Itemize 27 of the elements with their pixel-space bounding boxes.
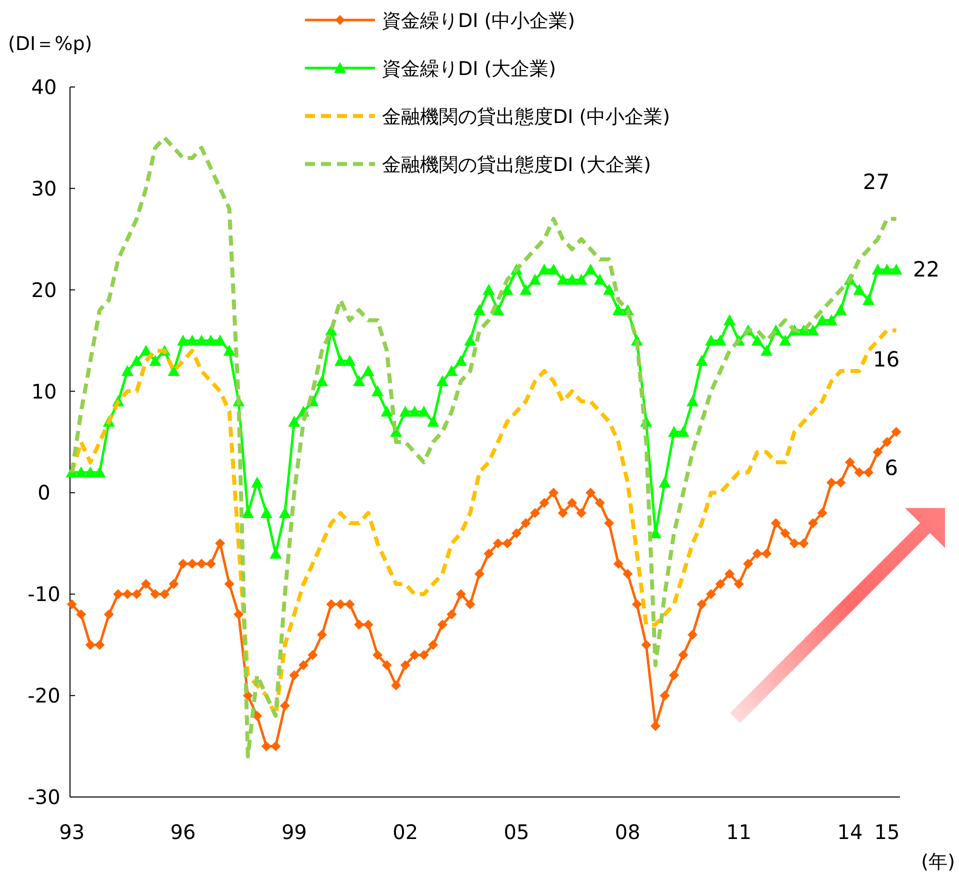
y-tick-label: -30	[28, 785, 60, 809]
x-tick-label: 93	[59, 820, 85, 844]
legend-label: 資金繰りDI (大企業)	[382, 58, 556, 80]
y-tick-label: 40	[31, 75, 57, 99]
legend-label: 金融機関の貸出態度DI (中小企業)	[382, 106, 670, 128]
x-tick-label: 11	[726, 820, 752, 844]
x-tick-label: 14	[837, 820, 863, 844]
y-tick-label: 20	[31, 278, 57, 302]
data-label: 27	[862, 170, 890, 194]
x-axis-title: (年)	[921, 851, 955, 873]
x-tick-label: 08	[614, 820, 640, 844]
y-tick-label: 30	[31, 176, 57, 200]
legend-label: 金融機関の貸出態度DI (大企業)	[382, 154, 652, 176]
x-tick-label: 99	[281, 820, 307, 844]
y-axis-title: (DI＝%p)	[8, 33, 92, 55]
y-tick-label: 0	[38, 480, 50, 505]
y-tick-label: -10	[28, 582, 60, 606]
x-tick-label: 96	[170, 820, 196, 844]
data-label: 22	[912, 258, 940, 282]
y-tick-label: -20	[28, 684, 60, 708]
x-tick-label: 05	[504, 820, 530, 844]
data-label: 6	[884, 456, 898, 480]
y-tick-label: 10	[31, 379, 57, 404]
legend-label: 資金繰りDI (中小企業)	[382, 10, 576, 32]
data-label: 16	[872, 347, 900, 372]
x-tick-label: 02	[392, 820, 418, 844]
x-tick-label: 15	[874, 820, 900, 844]
